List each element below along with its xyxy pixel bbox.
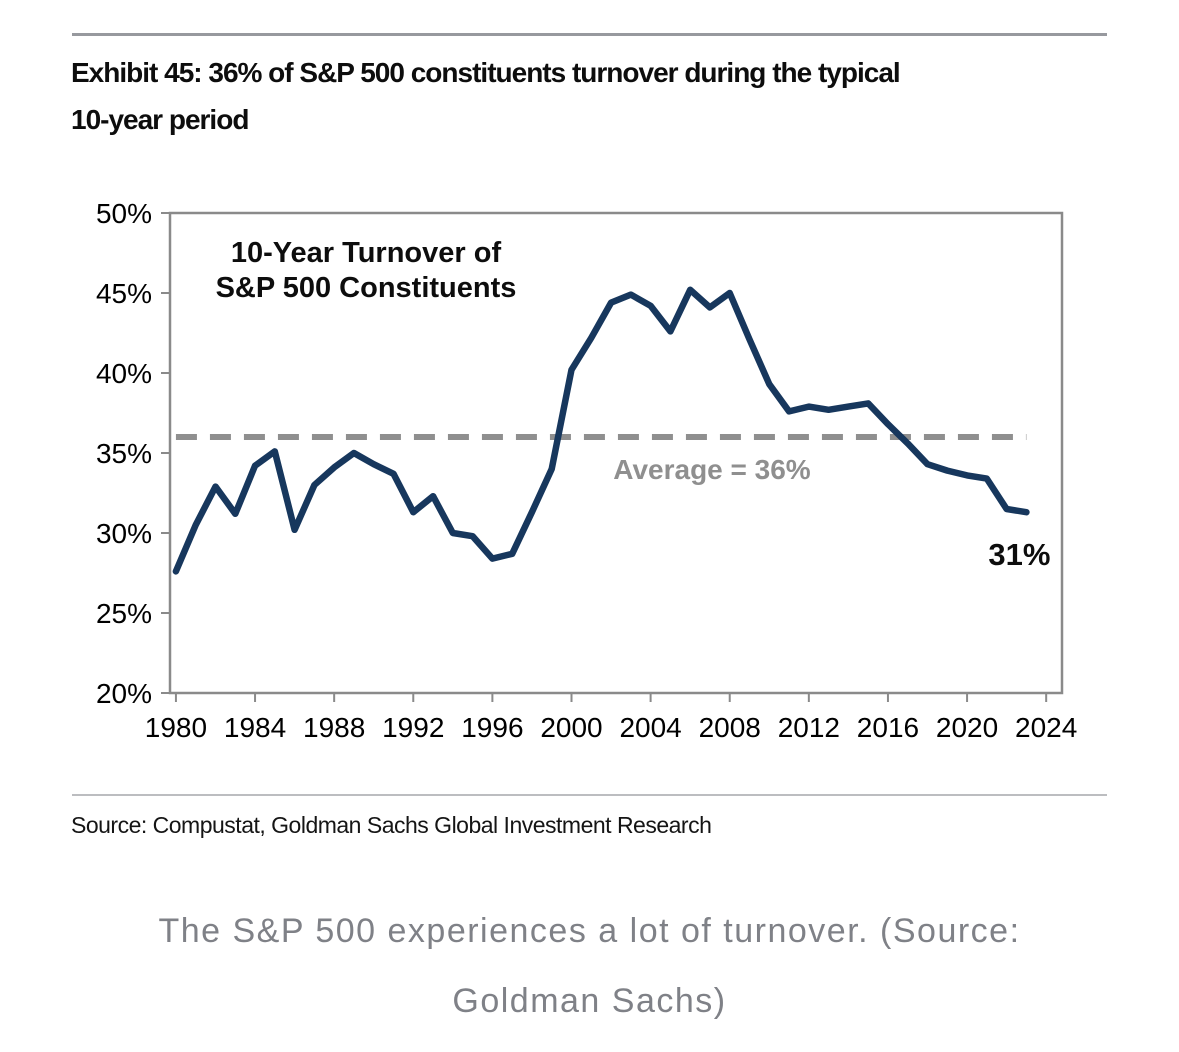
x-tick-label: 1980 — [145, 712, 207, 743]
x-tick-label: 1996 — [461, 712, 523, 743]
source-divider — [72, 794, 1107, 796]
chart-annotation-title: 10-Year Turnover of — [231, 237, 502, 269]
y-tick-label: 40% — [96, 358, 152, 389]
y-tick-label: 35% — [96, 438, 152, 469]
figure-caption-line-1: The S&P 500 experiences a lot of turnove… — [158, 912, 1021, 950]
exhibit-title-line-2: 10-year period — [71, 104, 249, 135]
y-tick-label: 25% — [96, 598, 152, 629]
x-tick-label: 2000 — [540, 712, 602, 743]
x-tick-label: 1988 — [303, 712, 365, 743]
turnover-line-chart: 50% 45% 40% 35% 30% 25% 20%1980 1984 1988 1992 199… — [96, 198, 1077, 743]
x-tick-label: 2016 — [857, 712, 919, 743]
x-tick-label: 2024 — [1015, 712, 1077, 743]
x-tick-label: 2004 — [619, 712, 681, 743]
y-tick-label: 45% — [96, 278, 152, 309]
average-label: Average = 36% — [613, 454, 811, 485]
figure-caption-line-2: Goldman Sachs) — [452, 982, 727, 1020]
x-tick-label: 1992 — [382, 712, 444, 743]
y-tick-label: 50% — [96, 198, 152, 229]
x-tick-label: 1984 — [224, 712, 286, 743]
x-tick-label: 2012 — [778, 712, 840, 743]
top-divider — [72, 33, 1107, 36]
exhibit-title-line-1: Exhibit 45: 36% of S&P 500 constituents … — [71, 57, 901, 88]
source-text: Source: Compustat, Goldman Sachs Global … — [71, 812, 712, 838]
x-tick-label: 2020 — [936, 712, 998, 743]
exhibit-title: Exhibit 45: 36% of S&P 500 constituents … — [71, 49, 1101, 143]
plot-border — [168, 211, 1064, 695]
end-value-label: 31% — [988, 537, 1050, 572]
y-tick-label: 30% — [96, 518, 152, 549]
series-line — [172, 286, 1030, 575]
x-tick-label: 2008 — [699, 712, 761, 743]
chart-annotation-title: S&P 500 Constituents — [216, 272, 517, 304]
y-tick-label: 20% — [96, 678, 152, 709]
figure-caption: The S&P 500 experiences a lot of turnove… — [58, 896, 1121, 1036]
